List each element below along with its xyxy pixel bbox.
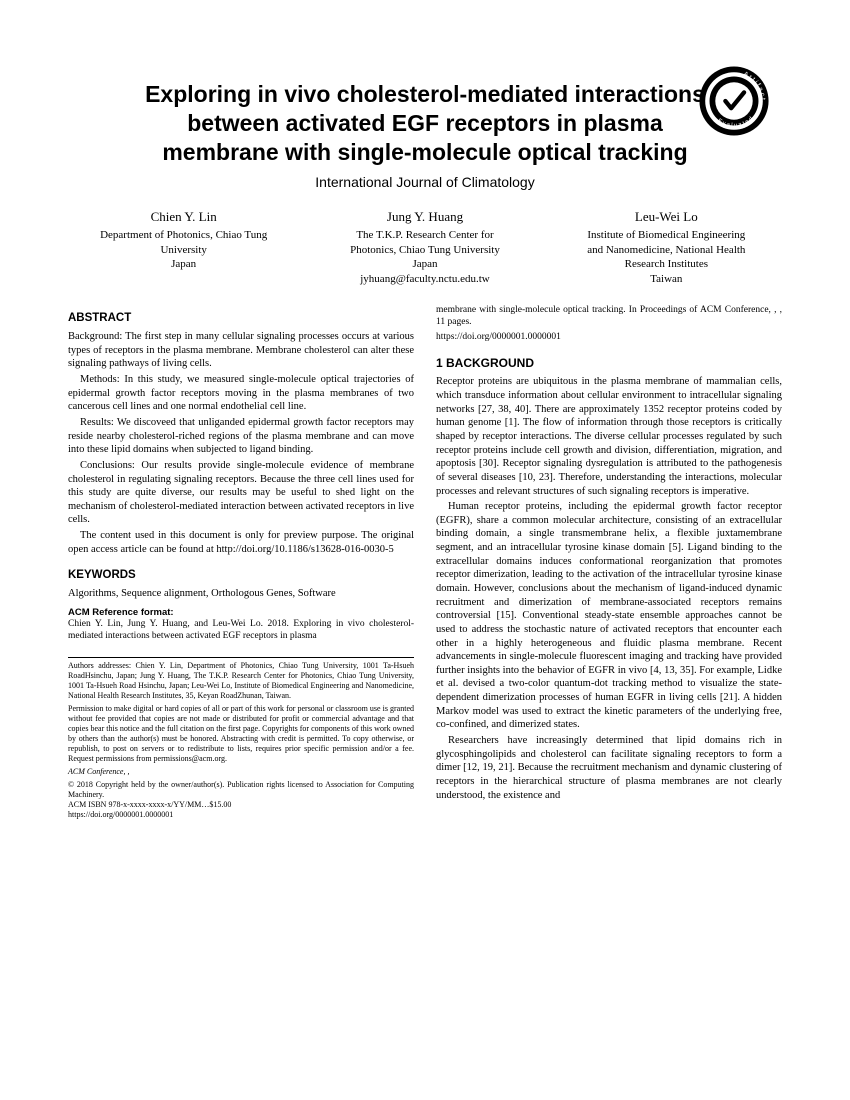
footnote-block: Authors addresses: Chien Y. Lin, Departm… [68,661,414,820]
author-email: Taiwan [551,272,782,287]
abstract-heading: ABSTRACT [68,311,414,326]
author-name: Jung Y. Huang [309,208,540,226]
footnote-addresses: Authors addresses: Chien Y. Lin, Departm… [68,661,414,701]
author-country: Research Institutes [551,257,782,272]
footnote-permission: Permission to make digital or hard copie… [68,704,414,764]
section-text: Human receptor proteins, including the e… [436,501,782,730]
section-text: Researchers have increasingly determined… [436,735,782,801]
reference-format-text: Chien Y. Lin, Jung Y. Huang, and Leu-Wei… [68,619,414,643]
author-affil: The T.K.P. Research Center for [309,228,540,243]
left-column: ABSTRACT Background: The first step in m… [68,305,414,820]
footnote-rule [68,657,414,658]
reference-continuation: membrane with single-molecule optical tr… [436,305,782,329]
abstract-para: Conclusions: Our results provide single-… [68,459,414,527]
section-1-para: Researchers have increasingly determined… [436,734,782,802]
author-country: Japan [309,257,540,272]
author-affil: Institute of Biomedical Engineering [551,228,782,243]
abstract-text: Conclusions: Our results provide single-… [68,460,414,526]
author-3: Leu-Wei Lo Institute of Biomedical Engin… [551,208,782,287]
artifact-evaluated-badge: A r t i f a c t E v a l u a t e d [698,65,770,137]
author-name: Leu-Wei Lo [551,208,782,226]
abstract-para: Background: The first step in many cellu… [68,330,414,371]
two-column-body: ABSTRACT Background: The first step in m… [68,305,782,820]
footnote-copyright: © 2018 Copyright held by the owner/autho… [68,780,414,800]
author-country: Japan [68,257,299,272]
author-affil: Department of Photonics, Chiao Tung [68,228,299,243]
author-2: Jung Y. Huang The T.K.P. Research Center… [309,208,540,287]
abstract-para: The content used in this document is onl… [68,529,414,556]
author-affil: University [68,243,299,258]
abstract-text: Results: We discoveed that unliganded ep… [68,417,414,455]
section-1-heading: 1 BACKGROUND [436,356,782,372]
reference-doi: https://doi.org/0000001.0000001 [436,332,782,344]
section-1-para: Human receptor proteins, including the e… [436,500,782,732]
keywords-heading: KEYWORDS [68,568,414,583]
paper-title: Exploring in vivo cholesterol-mediated i… [145,80,705,166]
ref-cont-text: membrane with single-molecule optical tr… [436,305,782,327]
title-block: Exploring in vivo cholesterol-mediated i… [68,80,782,190]
venue: International Journal of Climatology [68,174,782,190]
footnote-doi: https://doi.org/0000001.0000001 [68,810,414,820]
footnote-conference: ACM Conference, , [68,767,414,777]
right-column: membrane with single-molecule optical tr… [436,305,782,820]
reference-format-label: ACM Reference format: [68,607,414,619]
author-affil: and Nanomedicine, National Health [551,243,782,258]
abstract-para: Methods: In this study, we measured sing… [68,373,414,414]
abstract-text: The content used in this document is onl… [68,530,414,555]
authors-row: Chien Y. Lin Department of Photonics, Ch… [68,208,782,287]
author-affil: Photonics, Chiao Tung University [309,243,540,258]
keywords-text: Algorithms, Sequence alignment, Ortholog… [68,587,414,601]
abstract-text: Methods: In this study, we measured sing… [68,374,414,412]
author-name: Chien Y. Lin [68,208,299,226]
footnote-isbn: ACM ISBN 978-x-xxxx-xxxx-x/YY/MM…$15.00 [68,800,414,810]
author-email: jyhuang@faculty.nctu.edu.tw [309,272,540,287]
abstract-para: Results: We discoveed that unliganded ep… [68,416,414,457]
author-1: Chien Y. Lin Department of Photonics, Ch… [68,208,299,287]
section-1-para: Receptor proteins are ubiquitous in the … [436,375,782,498]
